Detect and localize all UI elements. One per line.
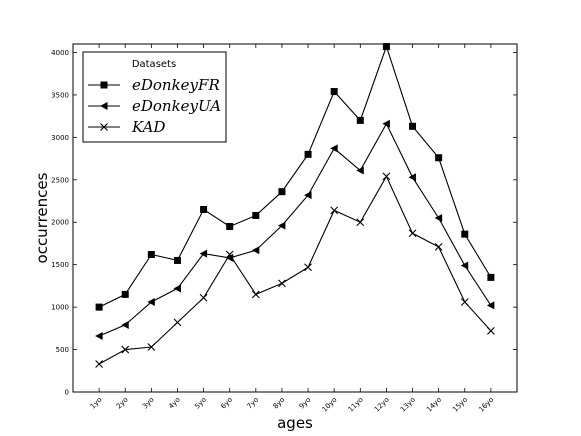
x-tick-label: 16yo: [477, 396, 495, 414]
series-line: [98, 44, 492, 308]
legend-label: eDonkeyFR: [132, 76, 220, 94]
data-point: [330, 206, 339, 215]
data-point: [95, 331, 103, 340]
data-point: [200, 206, 208, 214]
data-point: [382, 43, 390, 51]
data-point: [95, 360, 104, 368]
data-point: [356, 166, 364, 175]
y-tick-label: 0: [65, 389, 69, 397]
data-point: [356, 218, 365, 227]
data-point: [95, 303, 103, 311]
data-point: [121, 345, 130, 354]
data-point: [173, 318, 182, 327]
y-tick-label: 1000: [51, 304, 69, 312]
x-tick-label: 15yo: [451, 396, 469, 414]
data-point: [225, 250, 234, 259]
y-tick-label: 3500: [51, 91, 69, 99]
series-line: [98, 122, 492, 337]
data-point: [304, 191, 312, 200]
x-tick-label: 14yo: [425, 396, 443, 414]
x-tick-label: 2yo: [115, 396, 130, 411]
data-point: [251, 246, 260, 255]
data-point: [304, 263, 312, 272]
y-axis: 0 500 1000 1500 2000 2500 3000 3500 4000: [51, 49, 517, 397]
series-eDonkeyUA: [95, 119, 495, 340]
data-point: [486, 301, 495, 310]
data-point: [121, 320, 129, 329]
legend: Datasets eDonkeyFR eDonkeyUA KAD: [82, 51, 227, 143]
series-eDonkeyFR: [95, 43, 495, 311]
data-point: [147, 298, 155, 307]
series-layer: [95, 43, 495, 368]
legend-marker: [100, 123, 108, 131]
y-tick-label: 4000: [51, 49, 69, 57]
legend-entries: eDonkeyFR eDonkeyUA KAD: [88, 76, 221, 136]
x-tick-label: 7yo: [245, 396, 260, 411]
legend-marker: [100, 102, 108, 110]
data-point: [408, 173, 417, 182]
x-tick-label: 5yo: [193, 396, 208, 411]
y-tick-label: 1500: [51, 261, 69, 269]
x-axis-title: ages: [277, 414, 313, 432]
x-tick-label: 3yo: [141, 396, 156, 411]
data-point: [199, 249, 208, 258]
data-point: [199, 293, 208, 302]
x-tick-label: 13yo: [399, 396, 417, 414]
y-tick-label: 2000: [51, 219, 69, 227]
legend-entry: KAD: [88, 118, 165, 136]
data-point: [173, 284, 181, 293]
data-point: [252, 211, 260, 219]
data-point: [382, 119, 390, 128]
x-tick-label: 8yo: [272, 396, 287, 411]
legend-label: eDonkeyUA: [132, 97, 221, 115]
y-tick-label: 3000: [51, 134, 69, 142]
data-point: [278, 188, 286, 196]
data-point: [304, 150, 312, 158]
data-point: [330, 88, 338, 96]
data-point: [251, 290, 260, 299]
data-point: [486, 326, 495, 335]
x-tick-label: 4yo: [167, 396, 182, 411]
legend-entry: eDonkeyFR: [88, 76, 220, 94]
y-tick-label: 500: [56, 346, 69, 354]
legend-entry: eDonkeyUA: [88, 97, 221, 115]
legend-title: Datasets: [132, 59, 176, 70]
x-tick-label: 1yo: [89, 396, 104, 411]
data-point: [434, 242, 443, 251]
data-point: [434, 214, 443, 222]
data-point: [356, 116, 364, 124]
data-point: [147, 250, 155, 258]
data-point: [487, 273, 495, 281]
data-point: [278, 279, 286, 288]
data-point: [147, 343, 156, 351]
data-point: [173, 256, 181, 264]
legend-label: KAD: [131, 118, 165, 136]
data-point: [408, 229, 417, 238]
data-point: [460, 261, 469, 270]
data-point: [330, 144, 338, 153]
data-point: [121, 290, 129, 298]
series-line: [98, 175, 492, 365]
data-point: [226, 222, 234, 230]
data-point: [277, 221, 286, 230]
data-point: [461, 230, 469, 238]
data-point: [382, 172, 391, 181]
series-KAD: [95, 172, 495, 368]
y-tick-label: 2500: [51, 176, 69, 184]
x-tick-label: 9yo: [298, 396, 313, 411]
legend-marker: [100, 81, 108, 89]
x-tick-label: 11yo: [347, 396, 365, 414]
x-tick-label: 10yo: [321, 396, 339, 414]
x-tick-label: 12yo: [373, 396, 391, 414]
data-point: [460, 298, 469, 306]
y-axis-title: occurrences: [33, 172, 51, 263]
data-point: [435, 154, 443, 162]
data-point: [409, 122, 417, 130]
x-tick-label: 6yo: [219, 396, 234, 411]
